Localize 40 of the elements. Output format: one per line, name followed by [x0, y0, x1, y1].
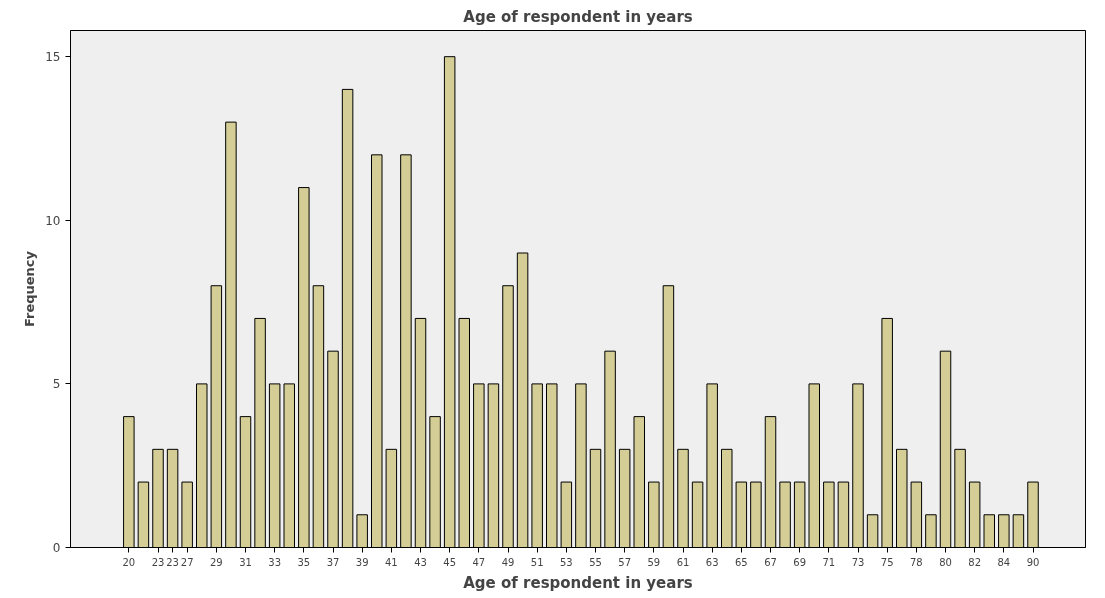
- x-axis-title: Age of respondent in years: [463, 573, 693, 592]
- x-tick-label: 45: [443, 556, 457, 568]
- x-tick-label: 80: [939, 556, 952, 568]
- x-tick-label: 84: [997, 556, 1011, 568]
- x-tick-label: 61: [676, 556, 690, 568]
- x-tick-label: 55: [589, 556, 602, 568]
- x-tick-label: 59: [647, 556, 661, 568]
- x-tick-label: 71: [822, 556, 836, 568]
- x-tick-label: 69: [793, 556, 807, 568]
- y-tick-label: 0: [52, 541, 61, 555]
- x-tick-label: 51: [530, 556, 544, 568]
- y-tick-label: 10: [45, 213, 61, 228]
- y-tick-label: 15: [45, 50, 61, 65]
- x-tick-label: 47: [472, 556, 486, 568]
- x-tick-label: 23: [166, 556, 179, 568]
- x-tick-label: 31: [239, 556, 252, 568]
- x-tick-label: 57: [618, 556, 632, 568]
- x-tick-label: 29: [209, 556, 223, 568]
- x-tick-label: 82: [968, 556, 982, 568]
- x-tick-label: 23: [151, 556, 165, 568]
- x-tick-label: 37: [326, 556, 340, 568]
- x-tick-label: 67: [764, 556, 777, 568]
- x-tick-label: 43: [414, 556, 427, 568]
- y-axis-title: Frequency: [22, 250, 38, 328]
- x-tick-label: 20: [122, 556, 136, 568]
- x-tick-label: 73: [851, 556, 865, 568]
- x-tick-label: 90: [1026, 556, 1040, 568]
- x-tick-label: 41: [384, 556, 398, 568]
- chart-title: Age of respondent in years: [463, 7, 693, 26]
- x-tick-label: 49: [501, 556, 515, 568]
- x-tick-label: 35: [297, 556, 311, 568]
- x-tick-label: 27: [180, 556, 194, 568]
- x-tick-label: 39: [355, 556, 369, 568]
- x-tick-label: 65: [734, 556, 748, 568]
- x-tick-label: 53: [559, 556, 573, 568]
- x-tick-label: 63: [705, 556, 719, 568]
- x-tick-label: 33: [268, 556, 282, 568]
- y-tick-label: 5: [52, 377, 61, 392]
- x-tick-label: 78: [909, 556, 923, 568]
- x-tick-label: 75: [880, 556, 894, 568]
